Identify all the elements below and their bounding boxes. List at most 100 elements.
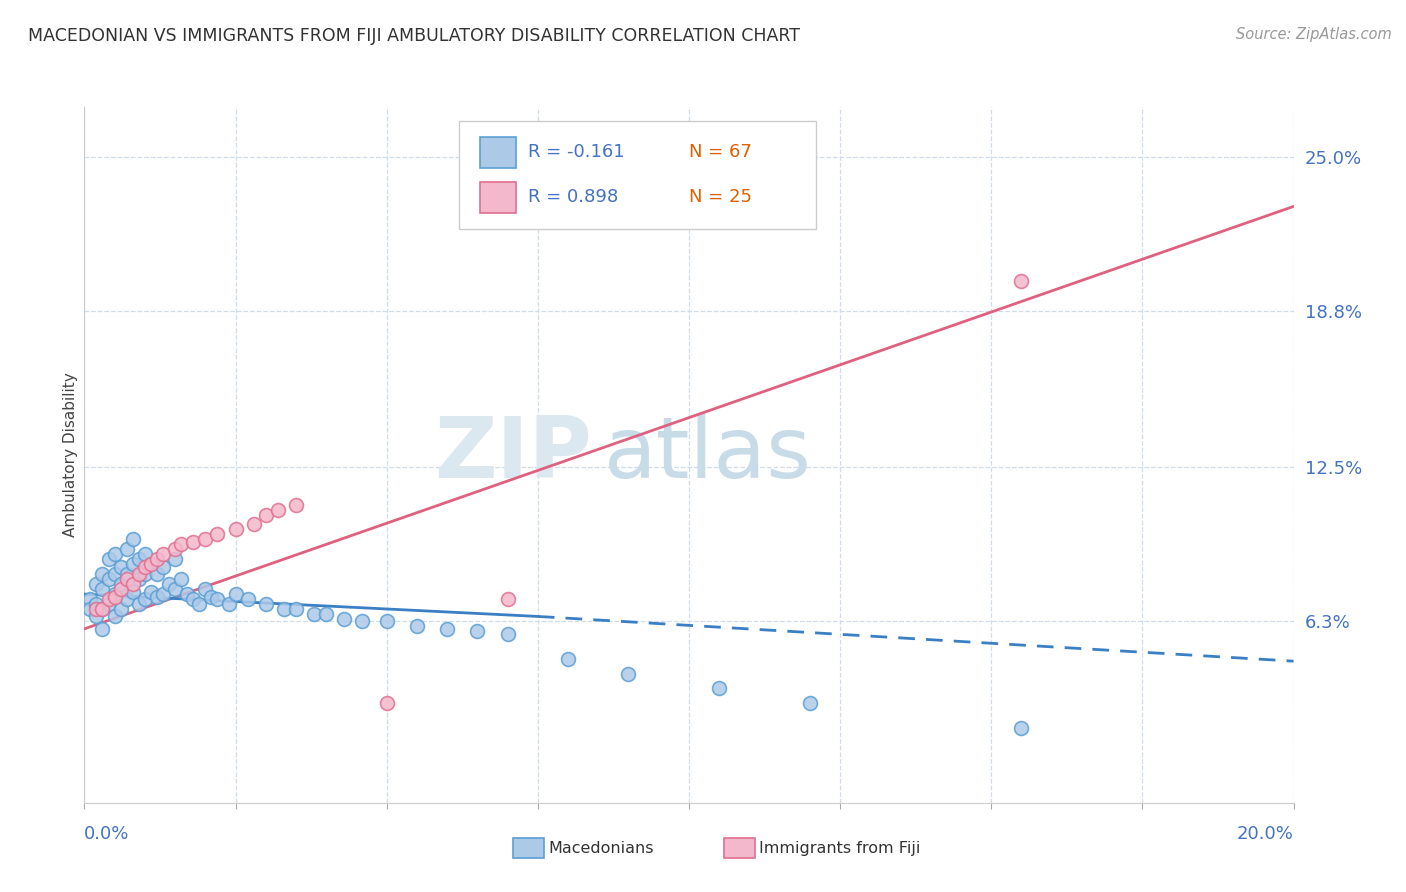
Point <box>242 517 264 532</box>
Point <box>128 567 150 582</box>
Point <box>496 592 519 607</box>
Point <box>194 582 217 596</box>
Point <box>91 567 114 582</box>
Bar <box>479 136 516 168</box>
Point <box>128 597 150 611</box>
Point <box>91 582 114 596</box>
Point <box>617 666 640 681</box>
Text: Macedonians: Macedonians <box>548 841 654 855</box>
Point <box>91 602 114 616</box>
Point <box>110 577 132 591</box>
Point <box>139 584 162 599</box>
Point <box>115 592 138 607</box>
Point <box>799 697 821 711</box>
Point <box>467 624 489 639</box>
Point <box>333 612 356 626</box>
Text: atlas: atlas <box>605 413 813 497</box>
Point <box>163 552 186 566</box>
Text: MACEDONIAN VS IMMIGRANTS FROM FIJI AMBULATORY DISABILITY CORRELATION CHART: MACEDONIAN VS IMMIGRANTS FROM FIJI AMBUL… <box>28 27 800 45</box>
Point <box>181 534 204 549</box>
Point <box>152 547 174 561</box>
Point <box>146 552 169 566</box>
Point <box>176 587 198 601</box>
Point <box>128 572 150 586</box>
Point <box>121 584 143 599</box>
Bar <box>479 182 516 213</box>
Point <box>134 592 156 607</box>
Text: ZIP: ZIP <box>434 413 592 497</box>
Point <box>157 577 180 591</box>
Point <box>97 572 120 586</box>
Point <box>225 523 247 537</box>
Point <box>146 567 169 582</box>
Point <box>218 597 240 611</box>
Point <box>86 609 108 624</box>
Text: Immigrants from Fiji: Immigrants from Fiji <box>759 841 921 855</box>
Point <box>152 559 174 574</box>
Point <box>225 587 247 601</box>
Point <box>302 607 325 621</box>
Point <box>115 572 138 586</box>
Point <box>139 558 162 572</box>
Point <box>86 602 108 616</box>
Point <box>273 602 295 616</box>
Text: N = 67: N = 67 <box>689 144 752 161</box>
Point <box>163 542 186 557</box>
Point <box>79 602 101 616</box>
Point <box>79 592 101 607</box>
Point <box>104 609 127 624</box>
Point <box>181 592 204 607</box>
Point <box>115 542 138 557</box>
Point <box>557 651 579 665</box>
Point <box>170 572 193 586</box>
Point <box>375 697 398 711</box>
Text: 0.0%: 0.0% <box>84 825 129 843</box>
Text: 20.0%: 20.0% <box>1237 825 1294 843</box>
Point <box>134 559 156 574</box>
Point <box>170 537 193 551</box>
Point <box>110 582 132 596</box>
Point <box>110 602 132 616</box>
Text: Source: ZipAtlas.com: Source: ZipAtlas.com <box>1236 27 1392 42</box>
Point <box>86 597 108 611</box>
Text: N = 25: N = 25 <box>689 188 752 206</box>
Point <box>104 567 127 582</box>
Point <box>97 552 120 566</box>
Point <box>121 533 143 547</box>
Point <box>91 602 114 616</box>
Point <box>284 498 308 512</box>
Point <box>207 527 229 541</box>
Point <box>128 552 150 566</box>
Point <box>152 587 174 601</box>
Point <box>134 567 156 582</box>
Point <box>104 590 127 604</box>
Text: R = 0.898: R = 0.898 <box>529 188 619 206</box>
FancyBboxPatch shape <box>460 121 815 229</box>
Point <box>436 622 458 636</box>
Point <box>1010 721 1032 735</box>
Text: R = -0.161: R = -0.161 <box>529 144 624 161</box>
Point <box>104 547 127 561</box>
Point <box>121 577 143 591</box>
Point <box>315 607 337 621</box>
Point <box>163 582 186 596</box>
Point <box>115 567 138 582</box>
Point <box>134 547 156 561</box>
Point <box>91 622 114 636</box>
Y-axis label: Ambulatory Disability: Ambulatory Disability <box>63 373 77 537</box>
Point <box>207 592 229 607</box>
Point <box>97 597 120 611</box>
Point <box>352 615 374 629</box>
Point <box>254 508 277 522</box>
Point <box>146 590 169 604</box>
Point <box>254 597 277 611</box>
Point <box>709 681 731 696</box>
Point <box>104 587 127 601</box>
Point <box>110 559 132 574</box>
Point <box>1010 274 1032 288</box>
Point <box>406 619 429 633</box>
Point <box>200 590 222 604</box>
Point <box>375 615 398 629</box>
Point <box>188 597 211 611</box>
Point <box>236 592 259 607</box>
